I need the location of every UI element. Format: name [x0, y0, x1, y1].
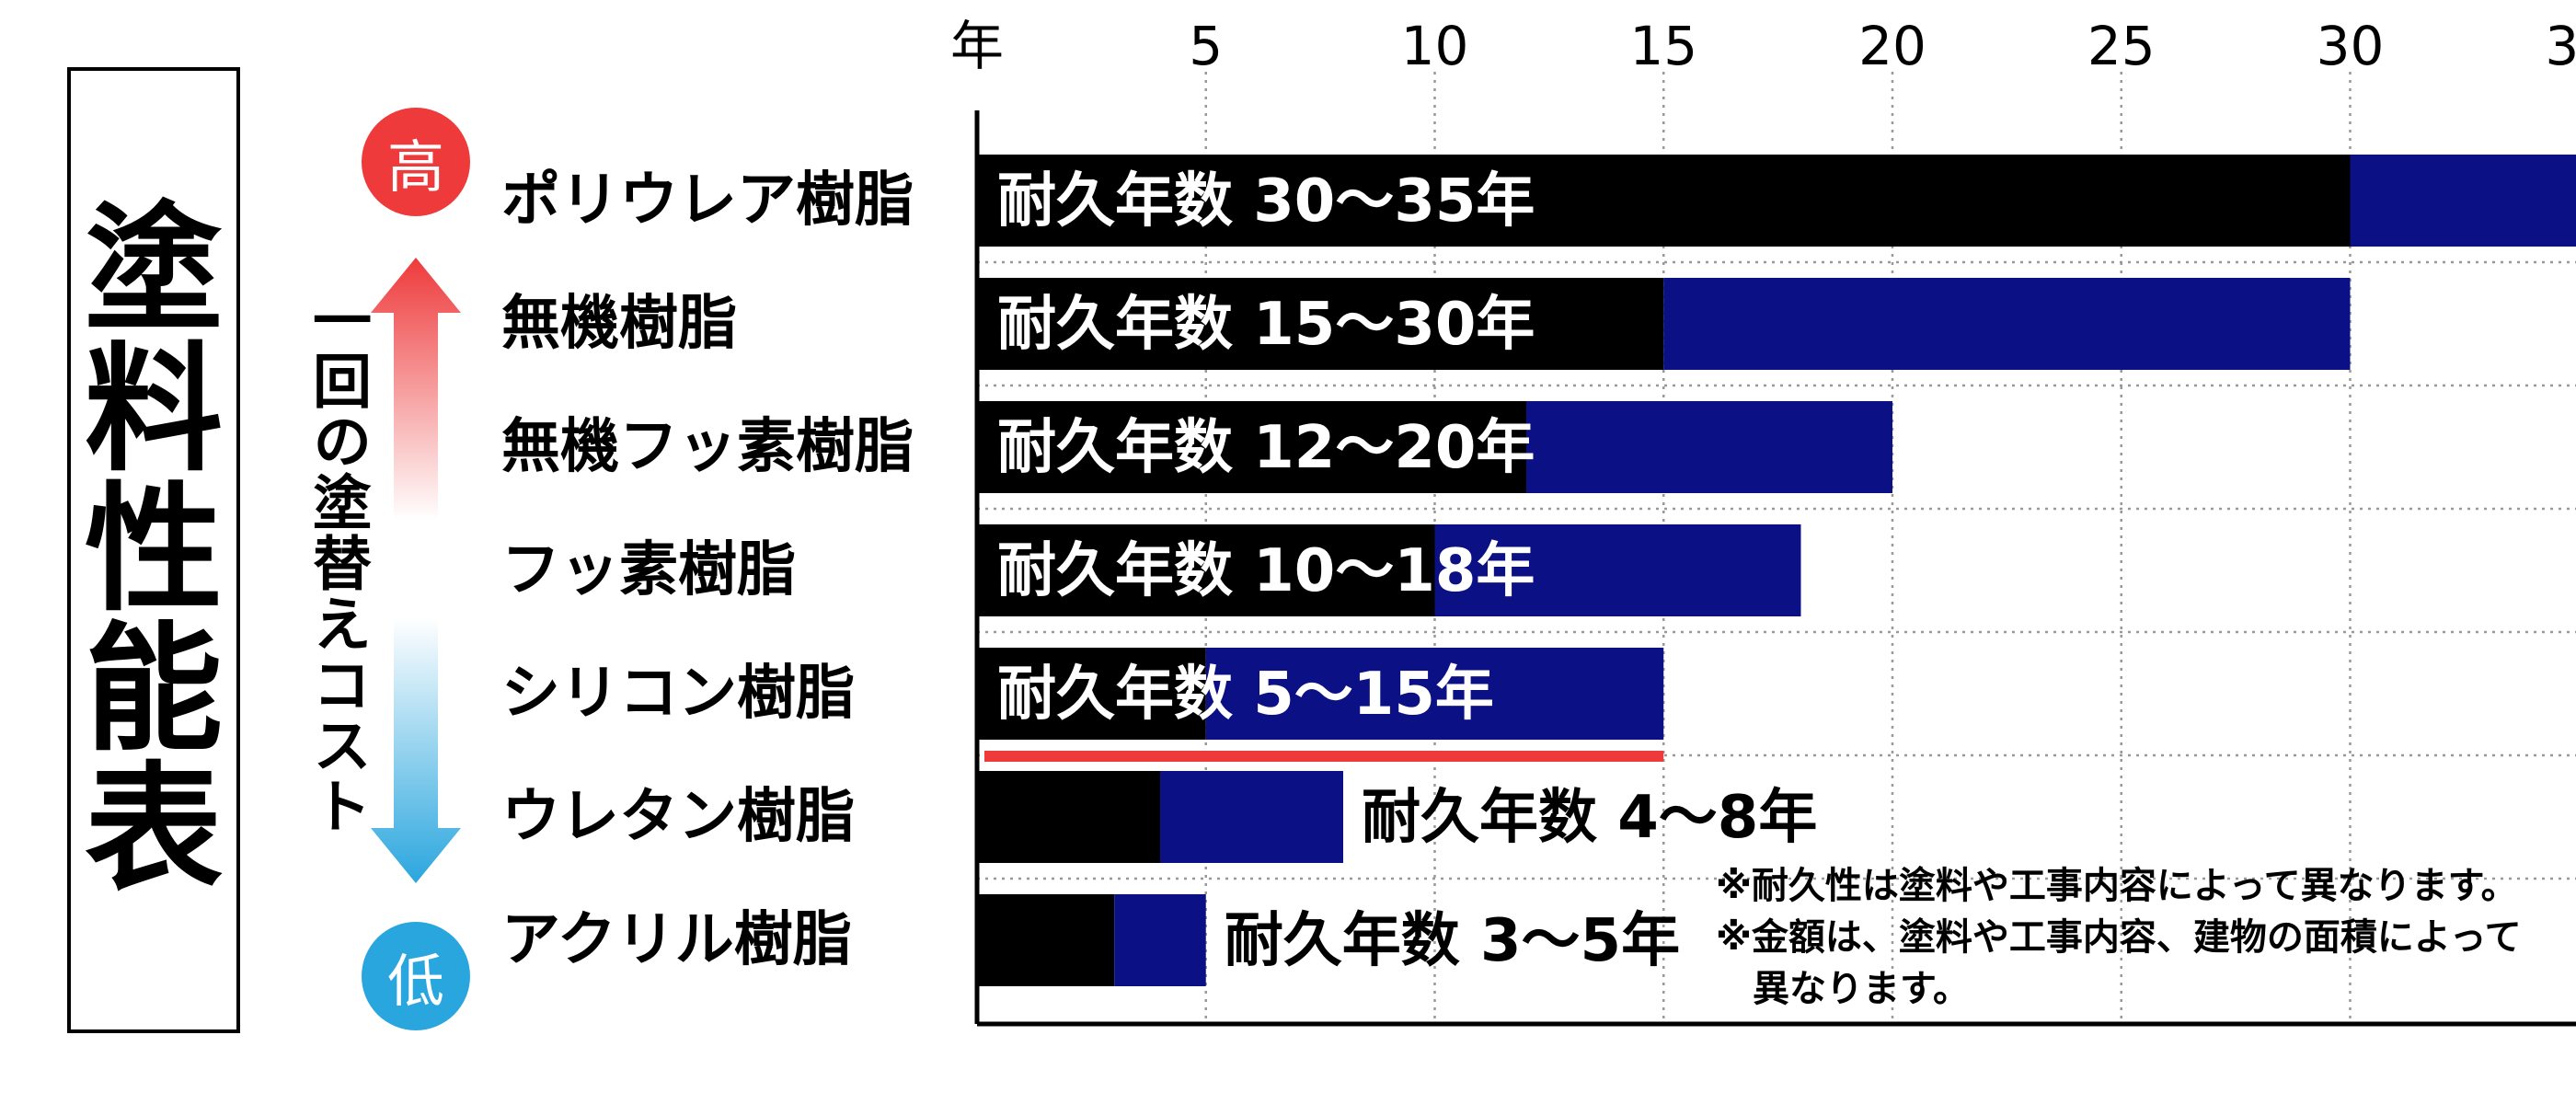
bar-max-years: [1526, 401, 1892, 493]
x-tick-label: 25: [2087, 15, 2156, 77]
x-tick-label: 10: [1401, 15, 1469, 77]
category-label: シリコン樹脂: [501, 660, 855, 728]
cost-down-arrow-icon: [371, 618, 461, 883]
title-char: 表: [84, 750, 223, 910]
bar-data-label: 耐久年数 15〜30年: [997, 291, 1535, 359]
category-label: アクリル樹脂: [501, 906, 852, 974]
x-tick-label: 15: [1629, 15, 1697, 77]
x-tick-label: 20: [1858, 15, 1926, 77]
bar-min-years: [977, 155, 2351, 247]
title-char: 能: [84, 610, 223, 770]
bar-max-years: [1434, 524, 1801, 616]
cost-axis-label: 一回の塗替えコスト: [303, 290, 371, 836]
cost-gradient-arrows: [371, 258, 461, 883]
cost-low-badge: 低: [362, 922, 470, 1030]
footnotes: ※耐久性は塗料や工事内容によって異なります。 ※金額は、塗料や工事内容、建物の面…: [1716, 860, 2571, 1015]
bar-min-years: [977, 401, 1526, 493]
bar-max-years: [1663, 278, 2351, 370]
bar-min-years: [977, 771, 1160, 863]
bar-data-label: 耐久年数 5〜15年: [997, 661, 1494, 729]
category-label: 無機樹脂: [501, 290, 737, 358]
bar-data-label: 耐久年数 12〜20年: [997, 414, 1535, 482]
title-char: 塗: [84, 190, 223, 351]
bar-min-years: [977, 894, 1115, 986]
footnote: ※金額は、塗料や工事内容、建物の面積によって: [1716, 916, 2522, 959]
x-tick-label: 5: [1189, 15, 1223, 77]
footnote: ※耐久性は塗料や工事内容によって異なります。: [1716, 865, 2518, 907]
bar-min-years: [977, 278, 1664, 370]
x-tick-label: 30: [2317, 15, 2385, 77]
cost-high-badge: 高: [362, 108, 470, 216]
category-label: 無機フッ素樹脂: [501, 413, 914, 481]
footnote: 異なります。: [1753, 968, 1970, 1010]
highlight-underline: [984, 751, 1664, 762]
x-unit-label: 年: [950, 15, 1004, 77]
bar-data-label: 耐久年数 3〜5年: [1225, 907, 1680, 975]
title-char: 料: [84, 330, 223, 490]
category-label: フッ素樹脂: [501, 536, 796, 604]
x-tick-label: 35: [2545, 15, 2576, 77]
title-box: 塗 料 性 能 表: [67, 67, 240, 1033]
bar-data-label: 耐久年数 10〜18年: [997, 537, 1535, 605]
bar-min-years: [977, 648, 1206, 740]
bar-max-years: [1114, 894, 1206, 986]
category-label: ポリウレア樹脂: [501, 167, 914, 235]
bar-max-years: [2350, 155, 2576, 247]
cost-up-arrow-icon: [371, 258, 461, 520]
title-char: 性: [84, 470, 223, 630]
bar-max-years: [1160, 771, 1343, 863]
bar-min-years: [977, 524, 1435, 616]
bar-max-years: [1205, 648, 1664, 740]
category-label: ウレタン樹脂: [501, 783, 855, 851]
bar-data-label: 耐久年数 4〜8年: [1362, 784, 1817, 852]
bar-data-label: 耐久年数 30〜35年: [997, 167, 1535, 236]
